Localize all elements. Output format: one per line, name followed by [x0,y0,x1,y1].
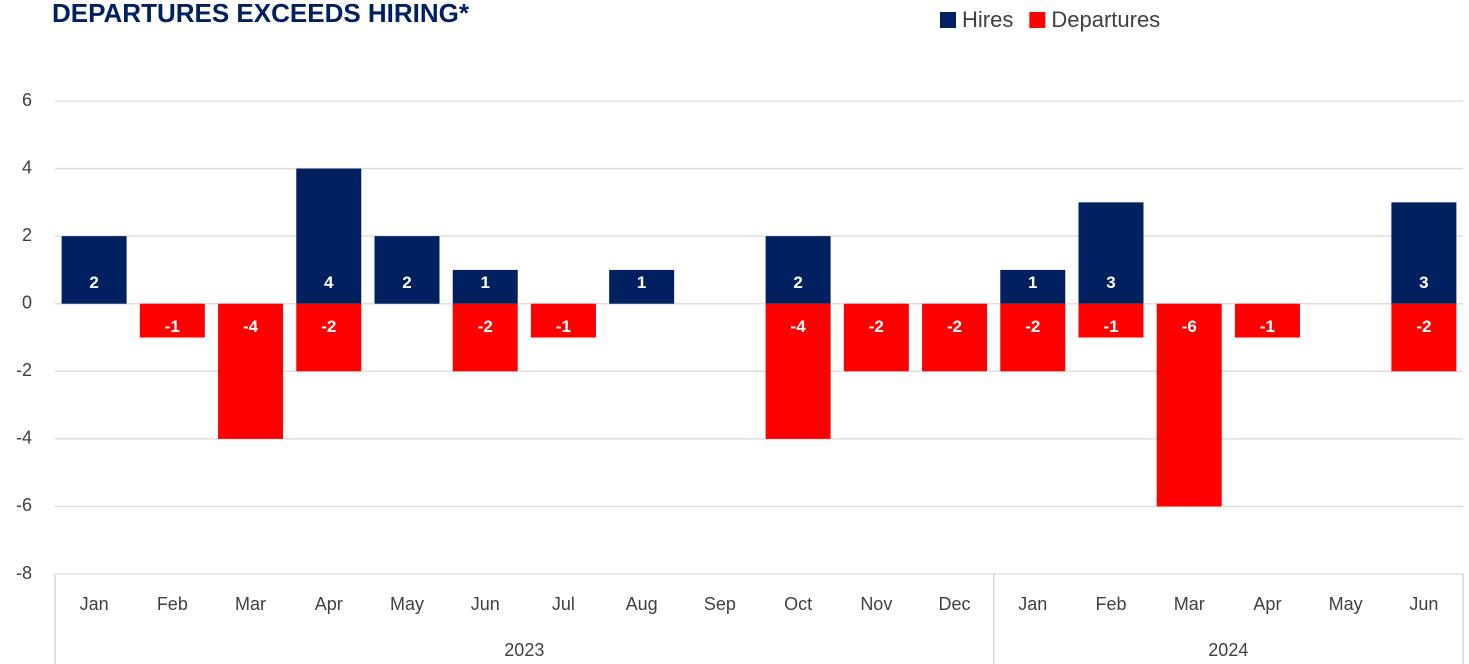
data-label: -4 [791,317,807,336]
x-tick-label: Sep [704,594,736,614]
legend-label: Departures [1051,7,1160,32]
y-tick-label: -8 [16,563,32,583]
x-tick-label: Aug [626,594,658,614]
bar [1000,303,1066,372]
y-tick-label: 2 [22,225,32,245]
bar [843,303,909,372]
data-label: -1 [1103,317,1118,336]
data-label: -1 [1260,317,1275,336]
data-label: 3 [1106,273,1115,292]
x-tick-label: Apr [1253,594,1281,614]
bar [139,303,205,338]
data-label: 4 [324,273,334,292]
x-tick-label: Mar [1174,594,1205,614]
x-tick-label: Jan [1018,594,1047,614]
x-tick-label: Feb [157,594,188,614]
bar [296,168,362,304]
y-tick-label: 4 [22,157,32,177]
data-label: -2 [1025,317,1040,336]
bar [218,303,284,439]
bar [765,236,831,304]
y-tick-label: -6 [16,495,32,515]
x-tick-label: Jun [1409,594,1438,614]
bar [1156,303,1222,507]
bar [61,236,127,304]
bar [374,236,440,304]
group-label: 2024 [1208,640,1248,660]
y-tick-label: -4 [16,428,32,448]
bar [1000,269,1066,304]
x-tick-label: May [390,594,424,614]
data-label: -6 [1182,317,1197,336]
bar [530,303,596,338]
bar [922,303,988,372]
bar [609,269,675,304]
y-tick-label: -2 [16,360,32,380]
data-label: 1 [1028,273,1037,292]
data-label: -2 [1416,317,1431,336]
x-tick-label: Nov [860,594,892,614]
data-label: 2 [793,273,802,292]
group-label: 2023 [504,640,544,660]
y-tick-label: 0 [22,292,32,312]
bar [1078,202,1144,304]
data-label: -1 [165,317,180,336]
legend-label: Hires [962,7,1013,32]
legend-swatch [1029,12,1046,28]
bar [452,303,518,372]
data-label: -2 [869,317,884,336]
data-label: 3 [1419,273,1428,292]
bar [1391,303,1457,372]
x-tick-label: Jan [80,594,109,614]
x-tick-label: Feb [1095,594,1126,614]
x-tick-label: Apr [315,594,343,614]
data-label: -2 [321,317,336,336]
chart-title: DEPARTURES EXCEEDS HIRING* [52,0,470,28]
bar [452,269,518,304]
data-label: 2 [402,273,411,292]
x-tick-label: Jul [552,594,575,614]
bar [296,303,362,372]
data-label: 1 [480,273,489,292]
data-label: -4 [243,317,259,336]
data-label: -1 [556,317,571,336]
x-tick-label: Oct [784,594,812,614]
x-tick-label: Mar [235,594,266,614]
y-tick-label: 6 [22,90,32,110]
x-tick-label: Jun [471,594,500,614]
bar [1234,303,1300,338]
data-label: -2 [478,317,493,336]
bar [765,303,831,439]
data-label: 1 [637,273,646,292]
x-tick-label: Dec [939,594,971,614]
data-label: -2 [947,317,962,336]
legend-swatch [940,12,956,28]
bar [1391,202,1457,304]
bar [1078,303,1144,338]
data-label: 2 [89,273,98,292]
x-tick-label: May [1329,594,1363,614]
